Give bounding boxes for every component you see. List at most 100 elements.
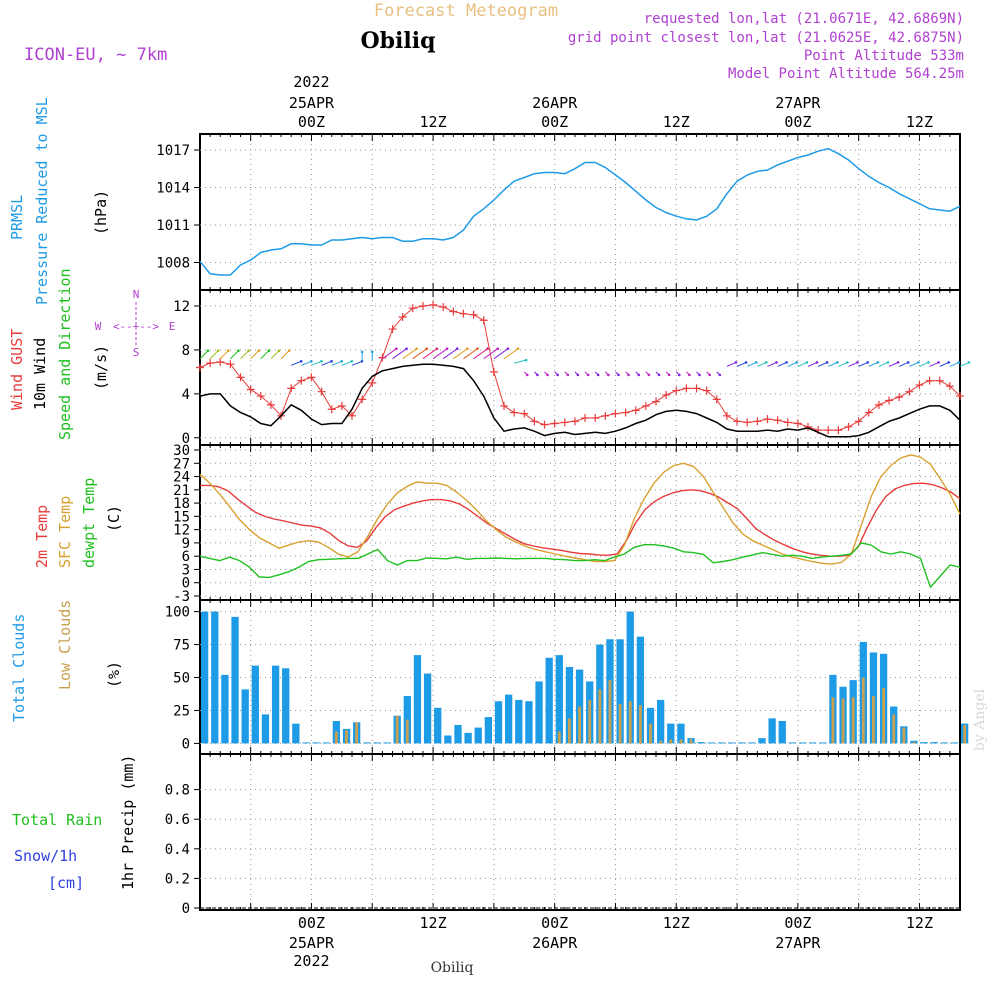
- wind-arrow: [270, 350, 280, 360]
- wind-arrow-head: [536, 373, 539, 377]
- wind-arrow-head: [287, 349, 291, 353]
- total-cloud-bar: [940, 742, 949, 744]
- requested-point: requested lon,lat (21.0671E, 42.6869N): [644, 11, 964, 27]
- low-cloud-bar: [598, 689, 602, 744]
- gust-marker: [520, 409, 529, 418]
- wind-arrow-head: [947, 361, 951, 364]
- gust-marker: [570, 417, 579, 426]
- low-cloud-bar: [568, 718, 571, 744]
- wind-arrow: [514, 359, 527, 364]
- low-cloud-bar: [334, 731, 338, 744]
- wind-arrow-head: [476, 347, 479, 351]
- low-cloud-bar: [578, 706, 581, 744]
- wind-arrow-head: [496, 347, 500, 351]
- y-tick-label: 24: [173, 470, 190, 486]
- y-tick-label: 1017: [156, 143, 190, 159]
- low-cloud-bar: [841, 698, 845, 744]
- wind-arrow: [848, 361, 858, 367]
- wind-arrow: [767, 361, 777, 367]
- gust-marker: [327, 405, 336, 414]
- wind-arrow-head: [330, 360, 333, 363]
- grid-point: grid point closest lon,lat (21.0625E, 42…: [568, 30, 964, 46]
- wind-arrow: [493, 348, 509, 360]
- gust-marker: [956, 392, 964, 401]
- compass-s: S: [133, 346, 140, 359]
- wind-arrow-head: [277, 349, 281, 353]
- wind-arrow-head: [556, 373, 559, 377]
- bottom-time-label: 00Z: [784, 914, 811, 932]
- gust-marker: [672, 386, 681, 395]
- model-altitude: Model Point Altitude 564.25m: [728, 66, 964, 82]
- y-tick-label: 0: [182, 576, 190, 592]
- gust-marker: [601, 411, 610, 420]
- wind10m-line: [199, 363, 961, 438]
- gust-marker: [611, 409, 620, 418]
- low-cloud-bar: [405, 719, 409, 744]
- wind-legend-dir: Speed and Direction: [56, 268, 74, 440]
- y-tick-label: 12: [173, 523, 190, 539]
- gust-marker: [773, 416, 782, 425]
- total-cloud-bar: [454, 724, 462, 744]
- top-time-label: 00Z: [298, 113, 325, 131]
- gust-marker: [378, 353, 387, 362]
- location-title: Obiliq: [360, 28, 435, 54]
- wind-arrow: [807, 361, 818, 367]
- pressure-legend-line1: PRMSL: [8, 195, 26, 240]
- gust-marker: [560, 418, 569, 427]
- total-cloud-bar: [717, 742, 726, 744]
- wind-arrow-head: [586, 373, 590, 377]
- wind-arrow: [351, 360, 363, 366]
- gust-marker: [236, 373, 245, 382]
- y-tick-label: 1008: [156, 256, 190, 272]
- temp-unit: (C): [105, 505, 123, 532]
- top-time-label: 00Z: [784, 113, 811, 131]
- clouds-legend-low: Low Clouds: [56, 600, 74, 690]
- gust-marker: [743, 418, 752, 427]
- total-cloud-bar: [778, 721, 786, 744]
- total-cloud-bar: [312, 742, 320, 744]
- gust-marker: [348, 411, 356, 420]
- total-cloud-bar: [677, 723, 685, 744]
- bottom-time-label: 25APR: [289, 934, 335, 952]
- gust-marker: [793, 419, 802, 428]
- wind-arrow-head: [340, 360, 344, 363]
- wind-arrow: [473, 348, 488, 360]
- wind-arrow-head: [866, 361, 869, 364]
- gust-marker: [246, 385, 255, 394]
- temp-legend-2m: 2m Temp: [33, 505, 51, 568]
- gust-marker: [915, 381, 924, 390]
- wind-arrow-head: [576, 373, 580, 377]
- low-cloud-bar: [892, 714, 896, 744]
- bottom-time-label: 12Z: [420, 914, 447, 932]
- wind-arrow: [757, 361, 767, 367]
- compass-n: N: [133, 288, 140, 301]
- y-tick-label: 6: [182, 549, 190, 565]
- panel-4: 0 0.2 0.4 0.6 0.8: [165, 753, 961, 917]
- wind-arrow-head: [657, 373, 661, 377]
- wind-arrow-head: [785, 361, 788, 364]
- low-cloud-bar: [902, 727, 906, 744]
- precip-legend-rain: Total Rain: [12, 811, 102, 829]
- gust-marker: [307, 373, 316, 382]
- y-tick-label: 8: [182, 343, 190, 359]
- wind-arrow-head: [627, 373, 630, 377]
- panel-frame: [199, 289, 961, 446]
- top-time-label: 12Z: [420, 113, 447, 131]
- gust-marker: [429, 300, 438, 309]
- total-cloud-bar: [758, 738, 766, 744]
- low-cloud-bar: [345, 730, 348, 744]
- wind-arrow-head: [466, 347, 469, 351]
- gust-marker: [439, 303, 448, 312]
- wind-arrow: [898, 361, 909, 367]
- bottom-time-label: 27APR: [775, 934, 821, 952]
- gust-marker: [905, 387, 914, 396]
- wind-arrow: [736, 361, 747, 367]
- wind-arrow: [939, 361, 949, 367]
- gust-marker: [662, 390, 671, 399]
- panel-frame: [199, 133, 961, 291]
- wind-arrow: [787, 361, 797, 367]
- wind-arrow: [341, 360, 353, 366]
- low-cloud-bar: [608, 680, 612, 744]
